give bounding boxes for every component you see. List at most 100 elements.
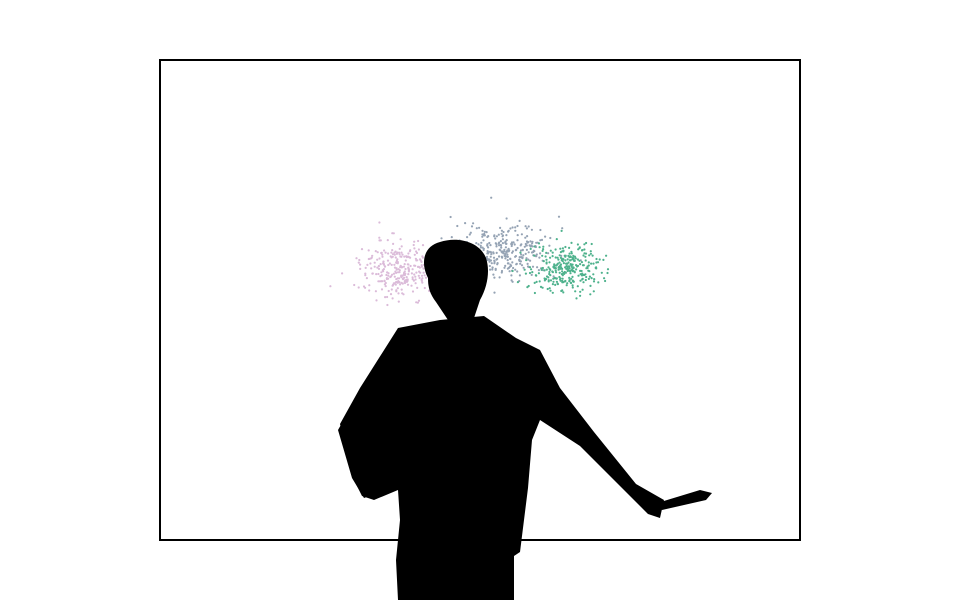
scatter-point: [387, 277, 390, 280]
scatter-point: [557, 258, 560, 261]
scatter-point: [486, 250, 489, 253]
scatter-point: [450, 236, 453, 239]
scatter-point: [500, 229, 503, 232]
scatter-point: [548, 287, 551, 290]
scatter-point: [394, 256, 397, 259]
scatter-point: [386, 271, 389, 274]
scatter-point: [490, 262, 493, 265]
presenter-left-arm: [338, 330, 404, 500]
scatter-point: [593, 278, 596, 281]
scatter-point: [407, 270, 410, 273]
scatter-point: [568, 267, 571, 270]
scatter-point: [542, 260, 545, 263]
scatter-point: [581, 264, 585, 267]
scatter-point: [482, 239, 485, 242]
scatter-point: [539, 239, 542, 242]
scatter-point: [547, 266, 550, 269]
scatter-point: [551, 255, 554, 258]
scatter-point: [383, 249, 386, 252]
scatter-point: [567, 261, 570, 264]
scatter-point: [391, 232, 394, 235]
scatter-point: [568, 252, 571, 255]
scatter-point: [393, 266, 397, 269]
scatter-point: [579, 263, 582, 266]
scatter-point: [393, 275, 396, 278]
scatter-point: [564, 271, 568, 274]
scatter-point: [479, 246, 482, 249]
scatter-point: [505, 251, 508, 254]
scatter-point: [383, 279, 386, 282]
scatter-point: [511, 280, 514, 283]
scatter-point: [527, 258, 530, 261]
scatter-point: [544, 235, 547, 238]
scatter-point: [559, 267, 562, 270]
scatter-point: [584, 255, 587, 258]
scatter-point: [519, 251, 522, 254]
scatter-point: [598, 258, 601, 261]
scatter-point: [588, 275, 592, 278]
scatter-point: [374, 290, 377, 293]
scatter-point: [416, 301, 419, 304]
scatter-point: [547, 252, 550, 255]
scatter-point: [417, 248, 420, 251]
scatter-point: [379, 239, 382, 242]
scatter-point: [558, 254, 561, 257]
scatter-point: [399, 255, 402, 258]
scatter-point: [585, 267, 588, 270]
scatter-point: [523, 268, 526, 271]
scatter-point: [564, 254, 567, 257]
scatter-point: [423, 274, 426, 277]
scatter-point: [561, 277, 564, 280]
scatter-point: [541, 254, 544, 257]
scatter-point: [571, 284, 574, 287]
scatter-point: [600, 271, 603, 274]
scatter-point: [379, 263, 382, 266]
scatter-point: [509, 263, 512, 266]
scatter-point: [493, 276, 496, 279]
scatter-point: [570, 264, 573, 267]
scatter-point: [555, 264, 558, 267]
scatter-point: [606, 271, 609, 275]
scatter-point: [503, 266, 506, 269]
scatter-point: [591, 254, 594, 257]
scatter-point: [486, 257, 489, 260]
scatter-point: [501, 242, 504, 245]
scatter-point: [525, 248, 529, 251]
scatter-point: [400, 275, 403, 279]
scatter-point: [566, 269, 569, 273]
scatter-point: [569, 270, 572, 273]
scatter-point: [506, 249, 509, 252]
scatter-point: [525, 259, 528, 262]
scatter-point: [538, 280, 541, 283]
scatter-point: [576, 285, 579, 288]
scatter-point: [489, 268, 492, 271]
scatter-point: [595, 257, 598, 261]
scatter-point: [400, 245, 403, 248]
scatter-point: [503, 254, 506, 257]
scatter-point: [417, 299, 421, 302]
scatter-point: [585, 275, 588, 279]
scatter-point: [386, 239, 389, 242]
scatter-point: [562, 250, 565, 253]
scatter-point: [507, 266, 510, 269]
scatter-point: [559, 251, 563, 254]
scatter-point: [514, 255, 517, 258]
scatter-point: [359, 263, 362, 266]
scatter-point: [526, 286, 529, 289]
scatter-point: [404, 267, 407, 271]
scatter-point: [588, 254, 591, 257]
scatter-point: [510, 244, 513, 248]
scatter-point: [381, 269, 384, 272]
scatter-point: [483, 230, 486, 233]
scatter-point: [563, 272, 566, 275]
scatter-point: [399, 283, 402, 286]
scatter-point: [581, 288, 584, 291]
scatter-point: [500, 246, 503, 249]
scatter-point: [506, 253, 509, 256]
scatter-point: [384, 251, 387, 254]
scatter-point: [472, 222, 475, 225]
scatter-point: [547, 276, 550, 279]
scatter-point: [500, 244, 503, 247]
scatter-point: [523, 245, 526, 248]
scatter-point: [370, 257, 373, 260]
